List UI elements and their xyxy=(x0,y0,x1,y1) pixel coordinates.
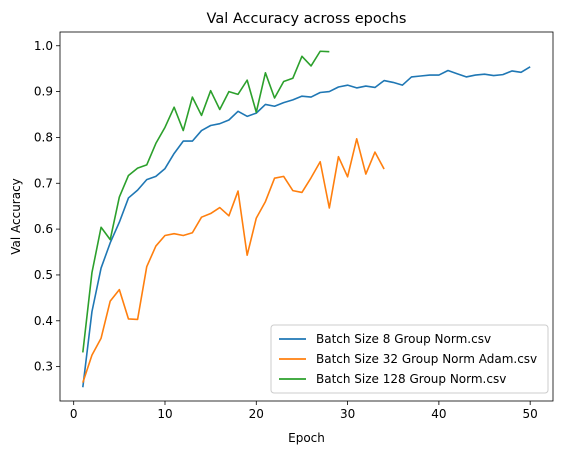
x-tick-label: 0 xyxy=(70,407,78,421)
x-axis-label: Epoch xyxy=(288,431,325,445)
x-tick-label: 20 xyxy=(249,407,264,421)
series-line-1 xyxy=(82,66,531,388)
x-axis: 0 10 20 30 40 50 xyxy=(70,401,538,421)
y-tick-label: 0.5 xyxy=(34,268,53,282)
series-line-2 xyxy=(82,138,385,383)
x-tick-label: 30 xyxy=(340,407,355,421)
legend-label-2: Batch Size 32 Group Norm Adam.csv xyxy=(316,352,537,366)
y-tick-label: 0.6 xyxy=(34,222,53,236)
y-axis: 0.3 0.4 0.5 0.6 0.7 0.8 0.9 1.0 xyxy=(34,39,60,374)
legend-label-1: Batch Size 8 Group Norm.csv xyxy=(316,332,491,346)
x-tick-label: 50 xyxy=(523,407,538,421)
y-tick-label: 0.7 xyxy=(34,176,53,190)
y-tick-label: 1.0 xyxy=(34,39,53,53)
legend: Batch Size 8 Group Norm.csv Batch Size 32… xyxy=(270,324,549,394)
legend-box xyxy=(270,324,549,394)
series-line-3 xyxy=(82,50,330,353)
legend-label-3: Batch Size 128 Group Norm.csv xyxy=(316,372,506,386)
x-tick-label: 10 xyxy=(157,407,172,421)
chart-title: Val Accuracy across epochs xyxy=(207,11,407,27)
y-axis-label: Val Accuracy xyxy=(9,178,23,255)
y-tick-label: 0.9 xyxy=(34,85,53,99)
y-tick-label: 0.4 xyxy=(34,314,53,328)
series-layer xyxy=(82,50,531,388)
y-tick-label: 0.3 xyxy=(34,360,53,374)
y-tick-label: 0.8 xyxy=(34,130,53,144)
x-tick-label: 40 xyxy=(431,407,446,421)
plot-frame xyxy=(59,31,554,402)
